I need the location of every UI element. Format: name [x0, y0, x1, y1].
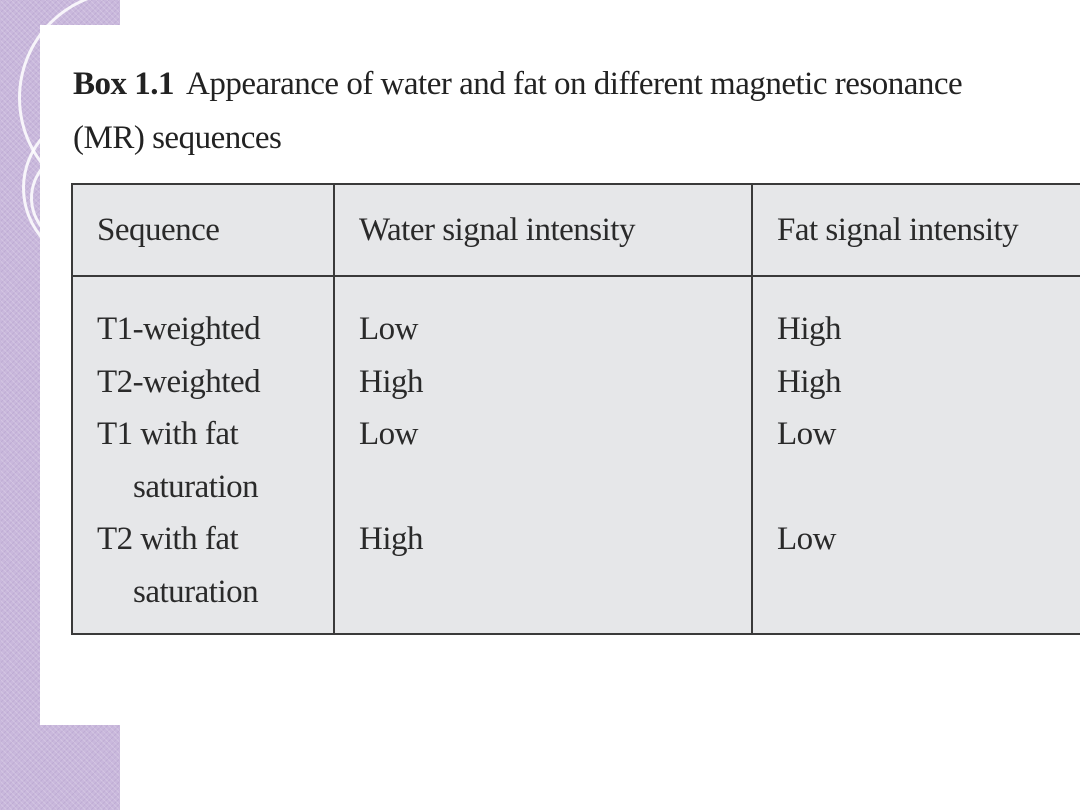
sequence-column-cell: T1-weighted T2-weighted T1 with fat satu…	[71, 275, 335, 635]
slide-content-panel: Box 1.1 Appearance of water and fat on di…	[40, 25, 1080, 725]
fat-intensity-value: Low	[777, 521, 837, 557]
sequence-name: T2-weighted	[97, 363, 261, 400]
fat-column-cell: High High Low Low	[751, 275, 1080, 635]
mr-sequence-table: Sequence Water signal intensity Fat sign…	[71, 183, 1080, 635]
fat-intensity-value: High	[777, 311, 842, 347]
water-intensity-value: Low	[359, 311, 419, 347]
water-intensity-value: High	[359, 521, 424, 557]
water-intensity-value: Low	[359, 416, 419, 452]
header-sequence: Sequence	[71, 183, 335, 277]
sequence-name-continued: saturation	[133, 468, 259, 505]
header-fat-signal: Fat signal intensity	[751, 183, 1080, 277]
sequence-name: T2 with fat	[97, 521, 239, 557]
fat-intensity-value: Low	[777, 416, 837, 452]
blank-line	[359, 461, 751, 514]
water-intensity-value: High	[359, 363, 424, 400]
fat-intensity-value: High	[777, 363, 842, 400]
sequence-name: T1 with fat	[97, 416, 239, 452]
blank-line	[777, 461, 1080, 514]
sequence-name-continued: saturation	[133, 573, 259, 610]
water-column-cell: Low High Low High	[333, 275, 753, 635]
table-body-row: T1-weighted T2-weighted T1 with fat satu…	[71, 275, 1080, 635]
header-water-signal: Water signal intensity	[333, 183, 753, 277]
box-label: Box 1.1	[73, 66, 175, 102]
table-header-row: Sequence Water signal intensity Fat sign…	[71, 183, 1080, 277]
box-title: Appearance of water and fat on different…	[73, 66, 963, 156]
sequence-name: T1-weighted	[97, 311, 261, 347]
box-heading: Box 1.1 Appearance of water and fat on di…	[73, 57, 1033, 165]
